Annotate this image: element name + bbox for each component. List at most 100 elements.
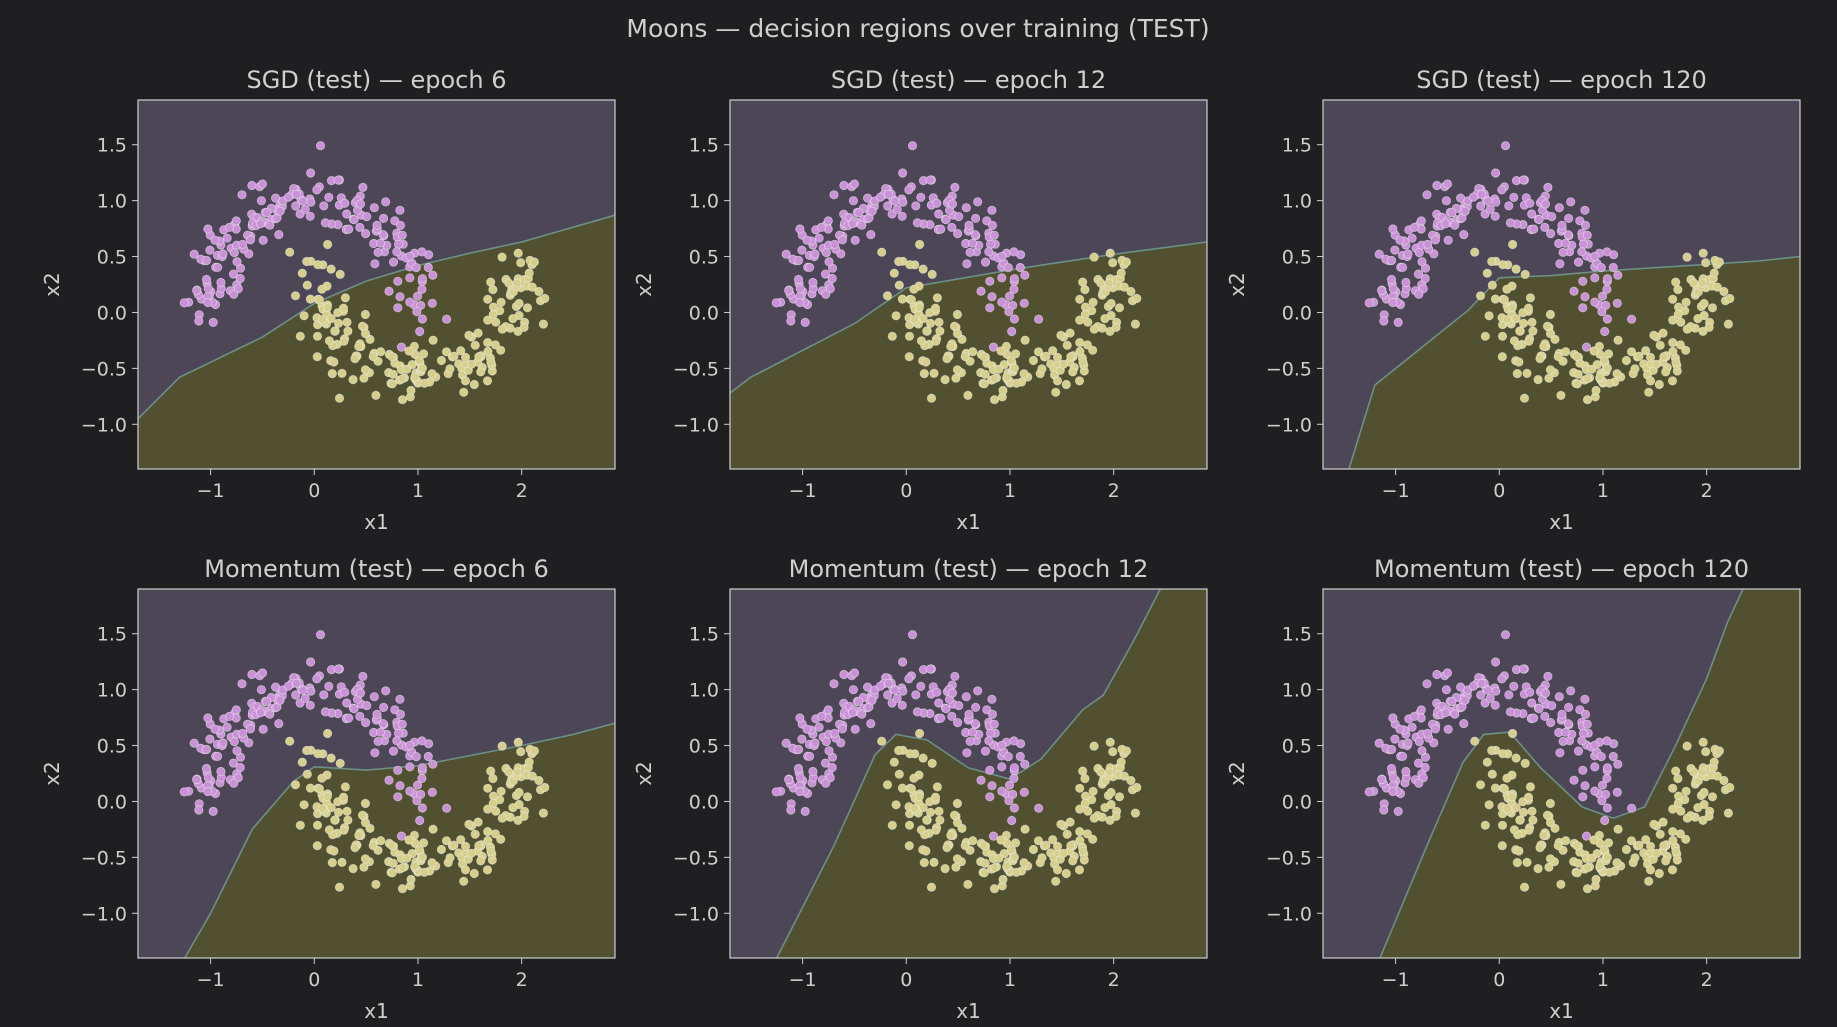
point-class0 (258, 235, 268, 245)
point-class1 (1689, 767, 1699, 777)
point-class1 (916, 825, 927, 835)
point-class0 (883, 678, 894, 689)
point-class1 (338, 303, 349, 313)
point-class0 (1390, 245, 1400, 255)
point-class1 (1132, 782, 1142, 793)
x-axis-label: x1 (956, 510, 981, 534)
point-class0 (395, 694, 405, 704)
point-class0 (1602, 763, 1613, 773)
point-class0 (1407, 233, 1417, 243)
point-class0 (1600, 815, 1610, 826)
point-class1 (940, 374, 950, 385)
point-class0 (412, 291, 423, 301)
point-class0 (1525, 687, 1535, 697)
point-class1 (1106, 298, 1116, 309)
point-class1 (951, 373, 961, 383)
point-class0 (932, 687, 942, 697)
point-class0 (179, 787, 189, 797)
point-class0 (808, 277, 818, 288)
point-class0 (1441, 685, 1452, 695)
point-class1 (1078, 766, 1088, 776)
point-class0 (1009, 314, 1020, 324)
point-class1 (1604, 349, 1614, 359)
point-class1 (418, 838, 429, 848)
point-class0 (333, 175, 343, 185)
point-class1 (930, 303, 941, 313)
point-class1 (932, 293, 943, 303)
point-class1 (980, 369, 990, 379)
point-class1 (514, 298, 524, 309)
point-class0 (395, 709, 406, 720)
point-class1 (338, 792, 349, 802)
point-class1 (1671, 357, 1681, 367)
point-class1 (322, 302, 332, 313)
point-class0 (1447, 697, 1457, 707)
point-class0 (1416, 216, 1426, 226)
point-class0 (235, 762, 245, 773)
point-class0 (1379, 316, 1389, 326)
point-class0 (305, 700, 315, 710)
point-class1 (1719, 775, 1729, 786)
point-class0 (961, 692, 971, 702)
point-class1 (1074, 865, 1085, 875)
point-class1 (1006, 844, 1016, 855)
point-class1 (473, 328, 483, 338)
point-class0 (1558, 247, 1568, 257)
point-class1 (1621, 844, 1632, 855)
y-tick-label: 1.0 (1282, 680, 1312, 702)
point-class0 (320, 707, 330, 717)
point-class1 (337, 857, 347, 868)
point-class1 (1524, 825, 1534, 835)
point-class0 (771, 298, 781, 308)
point-class1 (1649, 330, 1659, 340)
point-class0 (1004, 780, 1015, 790)
point-class0 (372, 709, 382, 719)
point-class1 (482, 865, 493, 875)
point-class1 (402, 364, 412, 374)
point-class0 (1590, 273, 1600, 283)
point-class0 (238, 239, 248, 249)
region-class1 (138, 215, 615, 469)
point-class1 (322, 239, 333, 250)
point-class0 (1401, 766, 1411, 777)
point-class0 (192, 285, 202, 296)
point-class1 (946, 341, 956, 352)
point-class0 (823, 705, 833, 715)
point-class1 (460, 376, 471, 386)
point-class1 (1667, 865, 1678, 875)
point-class1 (1037, 853, 1047, 863)
point-class0 (344, 224, 354, 234)
point-class0 (417, 763, 427, 773)
point-class1 (469, 379, 479, 390)
point-class1 (335, 758, 345, 769)
point-class0 (1395, 235, 1405, 245)
x-tick-label: 1 (1597, 969, 1609, 991)
point-class0 (1003, 751, 1013, 762)
point-class1 (371, 879, 381, 890)
y-axis-label: x2 (40, 761, 64, 786)
point-class1 (1484, 800, 1494, 810)
point-class1 (1545, 309, 1556, 320)
point-class1 (482, 376, 493, 386)
point-class1 (1723, 319, 1734, 329)
point-class1 (1630, 853, 1640, 863)
point-class0 (1608, 751, 1618, 762)
point-class0 (315, 630, 326, 640)
axes-frame (729, 99, 1208, 470)
point-class1 (1075, 294, 1085, 304)
point-class1 (930, 792, 941, 802)
point-class1 (1524, 336, 1534, 346)
point-class0 (202, 744, 212, 755)
point-class1 (963, 879, 973, 890)
point-class1 (436, 355, 446, 366)
axes-frame (1322, 99, 1801, 470)
point-class1 (1712, 771, 1722, 781)
point-class1 (1062, 829, 1072, 839)
point-class1 (1668, 804, 1678, 814)
point-class0 (1388, 713, 1398, 723)
y-axis-label: x2 (40, 272, 64, 297)
point-class1 (1068, 367, 1078, 377)
point-class1 (1539, 341, 1549, 352)
point-class0 (257, 179, 268, 189)
point-class1 (387, 379, 397, 389)
